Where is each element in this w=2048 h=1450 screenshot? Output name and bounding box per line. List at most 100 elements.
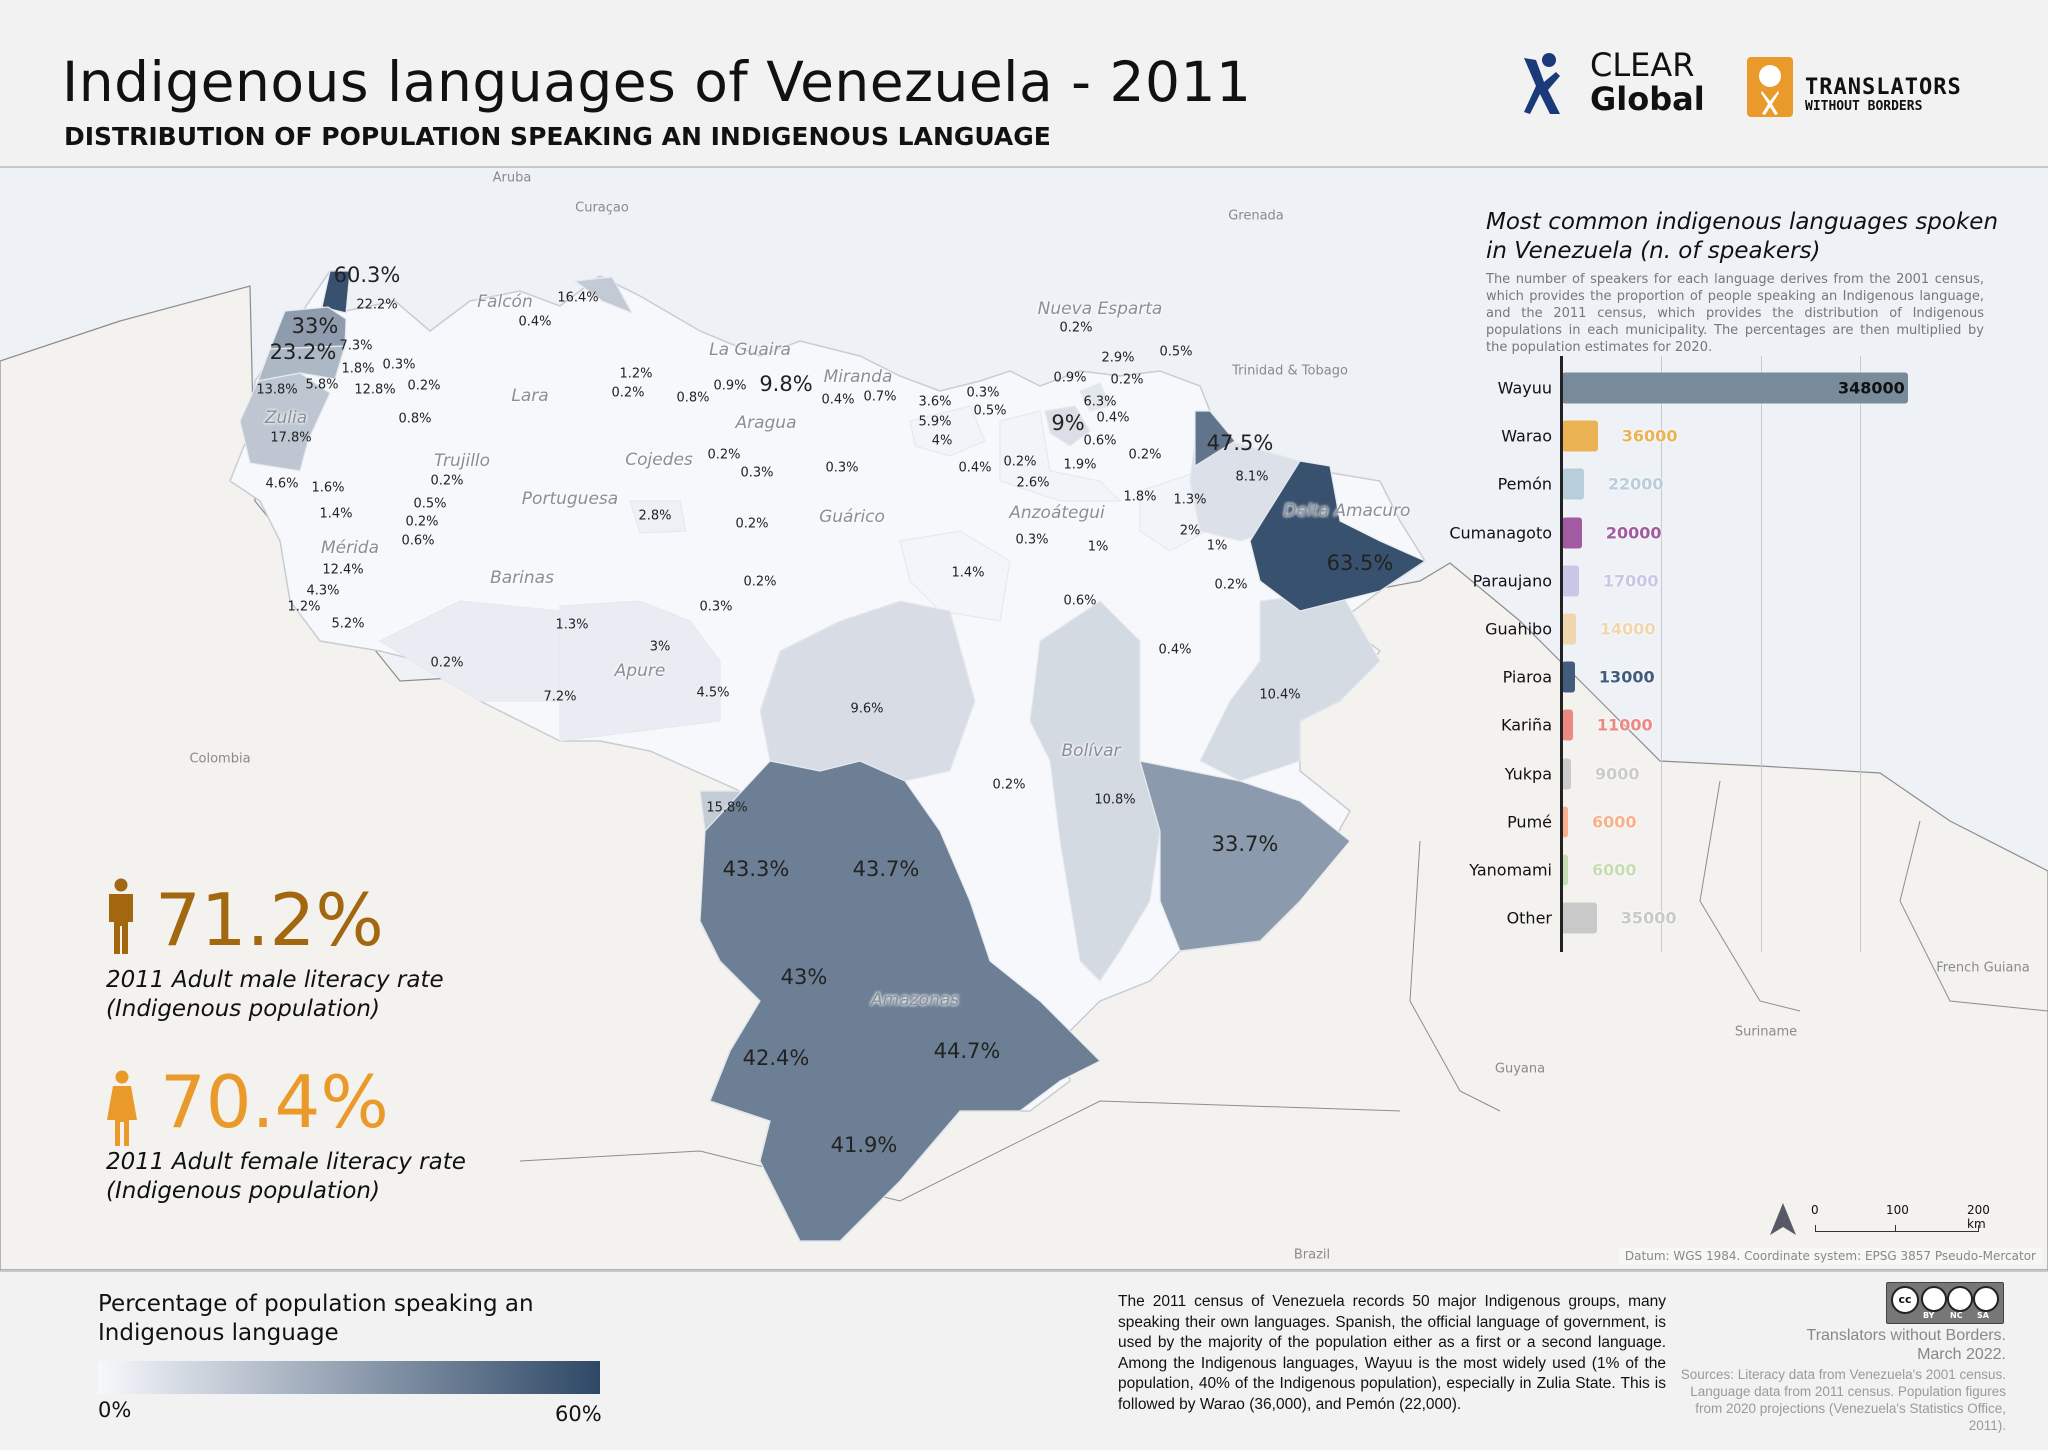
state-label: Lara bbox=[511, 386, 549, 406]
value-label: 1.3% bbox=[1173, 492, 1207, 508]
value-label: 0.2% bbox=[405, 514, 439, 530]
bar bbox=[1562, 517, 1582, 549]
bar bbox=[1562, 468, 1584, 500]
map-region bbox=[759, 600, 976, 782]
bar bbox=[1562, 854, 1568, 886]
bar-category-label: Wayuu bbox=[1497, 378, 1552, 398]
map-region bbox=[1199, 590, 1381, 782]
value-label: 10.4% bbox=[1259, 687, 1301, 703]
bar bbox=[1562, 806, 1568, 838]
bar-value-label: 17000 bbox=[1602, 571, 1659, 591]
bar-category-label: Cumanagoto bbox=[1449, 523, 1552, 543]
value-label: 0.2% bbox=[992, 777, 1026, 793]
value-label: 0.5% bbox=[973, 403, 1007, 419]
female-figure-icon bbox=[107, 1070, 137, 1146]
state-label: Anzoátegui bbox=[1009, 503, 1105, 523]
value-label: 41.9% bbox=[830, 1133, 898, 1157]
country-label: Grenada bbox=[1228, 208, 1284, 224]
map-region bbox=[1249, 460, 1427, 612]
choropleth-map: 60.3% 22.2% 33% 23.2% 7.3% 1.8% 13.8% 5.8% 12.8%… bbox=[0, 168, 2048, 1270]
value-label: 5.2% bbox=[331, 616, 365, 632]
value-label: 0.6% bbox=[1083, 433, 1117, 449]
value-label: 0.4% bbox=[1158, 642, 1192, 658]
value-label: 0.9% bbox=[1053, 370, 1087, 386]
logo-line: WITHOUT BORDERS bbox=[1805, 99, 1923, 114]
bar-value-label: 6000 bbox=[1592, 860, 1637, 880]
value-label: 1.4% bbox=[951, 565, 985, 581]
value-label: 2.6% bbox=[1016, 475, 1050, 491]
bar-category-label: Warao bbox=[1501, 426, 1552, 446]
value-label: 7.3% bbox=[339, 338, 373, 354]
state-label: Guárico bbox=[819, 507, 885, 527]
value-label: 33% bbox=[291, 314, 339, 338]
value-label: 0.6% bbox=[401, 533, 435, 549]
legend-title: Percentage of population speaking an Ind… bbox=[98, 1290, 534, 1348]
value-label: 0.2% bbox=[743, 574, 777, 590]
border-line bbox=[519, 780, 2048, 1202]
bar bbox=[1562, 372, 1908, 404]
value-label: 0.2% bbox=[1110, 372, 1144, 388]
sa-label: SA bbox=[1977, 1311, 1989, 1320]
bar bbox=[1562, 613, 1576, 645]
value-label: 1.3% bbox=[555, 617, 589, 633]
map-canvas bbox=[0, 168, 2048, 1270]
by-label: BY bbox=[1923, 1311, 1935, 1320]
state-label: Miranda bbox=[823, 367, 893, 387]
state-label: Barinas bbox=[490, 568, 554, 588]
female-literacy-value: 70.4% bbox=[160, 1060, 389, 1144]
header: Indigenous languages of Venezuela - 2011… bbox=[0, 0, 2048, 168]
state-label: Portuguesa bbox=[521, 489, 619, 509]
scale-tick: 0 bbox=[1811, 1203, 1819, 1217]
chart-title-text: Most common indigenous languages spoken … bbox=[1486, 209, 1999, 264]
gridline bbox=[1760, 356, 1762, 952]
country-label: Brazil bbox=[1293, 1247, 1331, 1263]
value-label: 10.8% bbox=[1094, 792, 1136, 808]
value-label: 1% bbox=[1206, 538, 1228, 554]
map-region bbox=[1194, 410, 1236, 468]
bar-value-label: 11000 bbox=[1596, 715, 1653, 735]
state-label: Apure bbox=[614, 661, 666, 681]
value-label: 3.6% bbox=[918, 394, 952, 410]
bar-category-label: Kariña bbox=[1501, 715, 1552, 735]
map-region bbox=[899, 530, 1011, 622]
value-label: 9.8% bbox=[759, 372, 813, 396]
value-label: 1.8% bbox=[1123, 489, 1157, 505]
value-label: 0.3% bbox=[966, 385, 1000, 401]
state-label: Amazonas bbox=[871, 990, 959, 1010]
bar-value-label: 14000 bbox=[1599, 619, 1656, 639]
bar bbox=[1562, 709, 1573, 741]
country-label: Trinidad & Tobago bbox=[1232, 363, 1348, 379]
chart-title: Most common indigenous languages spoken … bbox=[1486, 208, 2006, 266]
value-label: 17.8% bbox=[270, 430, 312, 446]
map-region bbox=[1044, 405, 1091, 447]
country-label: Suriname bbox=[1734, 1024, 1798, 1040]
value-label: 1.9% bbox=[1063, 457, 1097, 473]
label-line: (Indigenous population) bbox=[106, 1178, 380, 1204]
value-label: 2% bbox=[1179, 523, 1201, 539]
scale-bar: 0 100 200 km bbox=[1811, 1203, 1990, 1243]
value-label: 0.2% bbox=[1003, 454, 1037, 470]
value-label: 0.4% bbox=[821, 392, 855, 408]
value-label: 12.4% bbox=[322, 562, 364, 578]
clear-global-text: CLEAR Global bbox=[1590, 48, 1705, 116]
value-label: 43.7% bbox=[852, 857, 920, 881]
value-label: 0.3% bbox=[699, 599, 733, 615]
gridline bbox=[1661, 356, 1663, 952]
map-region bbox=[1079, 382, 1111, 412]
bar-category-label: Pemón bbox=[1497, 474, 1552, 494]
scale-tick: 100 bbox=[1886, 1203, 1909, 1217]
state-label: Nueva Esparta bbox=[1037, 299, 1163, 319]
chart-description: The number of speakers for each language… bbox=[1486, 272, 1984, 355]
bar bbox=[1562, 420, 1598, 452]
value-label: 5.9% bbox=[918, 414, 952, 430]
bar-category-label: Yukpa bbox=[1504, 764, 1552, 784]
country-label: Guyana bbox=[1494, 1061, 1546, 1077]
value-label: 9.6% bbox=[850, 701, 884, 717]
map-region bbox=[909, 405, 986, 457]
state-label: Mérida bbox=[320, 538, 380, 558]
value-label: 8.1% bbox=[1235, 469, 1269, 485]
map-region bbox=[321, 270, 351, 314]
page-title: Indigenous languages of Venezuela - 2011 bbox=[62, 50, 1252, 114]
value-label: 0.9% bbox=[713, 378, 747, 394]
map-region bbox=[1029, 600, 1161, 982]
